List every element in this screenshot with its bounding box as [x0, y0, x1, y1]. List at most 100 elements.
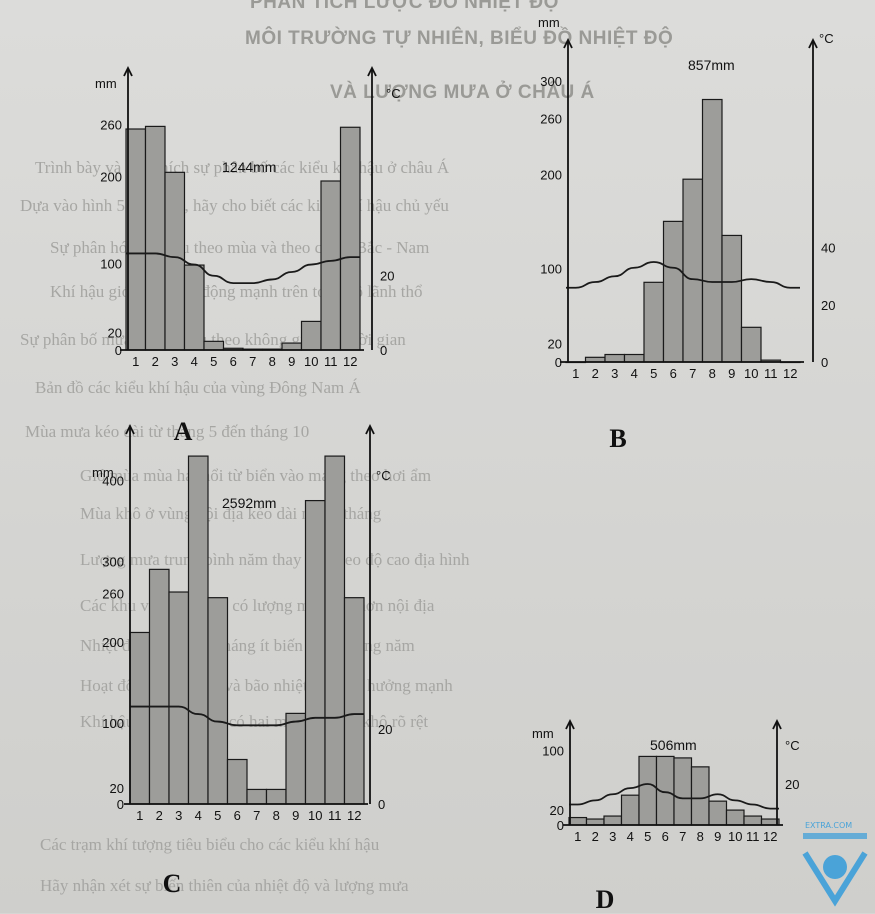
watermark-logo: EXTRA.COM — [799, 819, 871, 909]
month-label: 1 — [136, 808, 143, 823]
month-label: 6 — [670, 366, 677, 381]
temperature-line — [569, 783, 779, 810]
rain-tick-label: 0 — [115, 343, 122, 358]
rain-bar — [620, 794, 640, 826]
rain-bar — [285, 712, 307, 805]
month-label: 4 — [631, 366, 638, 381]
rain-bar — [246, 788, 268, 805]
month-label: 3 — [611, 366, 618, 381]
rain-tick-label: 100 — [102, 716, 124, 731]
rain-bar — [662, 220, 684, 363]
rain-tick-label: 0 — [117, 797, 124, 812]
rain-axis-arrow — [565, 718, 575, 730]
temp-unit-label: °C — [819, 31, 834, 46]
rain-bar — [568, 816, 588, 826]
month-label: 3 — [175, 808, 182, 823]
month-label: 12 — [783, 366, 797, 381]
month-label: 11 — [746, 829, 760, 844]
page-heading-2: VÀ LƯỢNG MƯA Ở CHÂU Á — [330, 82, 595, 103]
temp-axis-arrow — [772, 718, 782, 730]
rain-bar — [604, 353, 626, 363]
rain-bar — [623, 353, 645, 363]
month-label: 12 — [763, 829, 777, 844]
month-label: 6 — [234, 808, 241, 823]
month-label: 5 — [210, 354, 217, 369]
month-label: 10 — [308, 808, 322, 823]
rain-bar — [740, 326, 762, 363]
month-label: 7 — [249, 354, 256, 369]
rain-tick-label: 20 — [550, 803, 564, 818]
rain-bar — [168, 591, 190, 805]
month-label: 1 — [132, 354, 139, 369]
month-label: 2 — [152, 354, 159, 369]
temperature-line — [126, 252, 360, 285]
rain-tick-label: 260 — [540, 111, 562, 126]
rain-axis-arrow — [123, 65, 133, 77]
temp-tick-label: 20 — [821, 298, 835, 313]
bg-text-line: Bản đồ các kiểu khí hậu của vùng Đông Na… — [35, 378, 361, 397]
month-label: 7 — [679, 829, 686, 844]
temp-tick-label: 40 — [821, 241, 835, 256]
rain-unit-label: mm — [532, 726, 554, 741]
rain-tick-label: 0 — [557, 818, 564, 833]
rain-bar — [343, 597, 365, 805]
chart-letter-label: C — [163, 869, 182, 898]
rain-tick-label: 300 — [540, 74, 562, 89]
rain-bar — [339, 126, 361, 351]
month-label: 10 — [744, 366, 758, 381]
month-label: 2 — [592, 829, 599, 844]
month-label: 9 — [728, 366, 735, 381]
month-label: 9 — [288, 354, 295, 369]
rain-bar — [725, 809, 745, 826]
month-label: 6 — [230, 354, 237, 369]
rain-tick-label: 260 — [100, 118, 122, 133]
annual-total-label: 506mm — [650, 737, 697, 753]
month-label: 5 — [644, 829, 651, 844]
temp-unit-label: °C — [785, 738, 800, 753]
rain-bar — [164, 171, 186, 351]
rain-bar — [690, 766, 710, 826]
rain-tick-label: 200 — [540, 168, 562, 183]
rain-bar — [226, 758, 248, 805]
rain-bar — [129, 631, 151, 805]
rain-bar — [682, 178, 704, 363]
logo-shield-icon — [802, 833, 868, 907]
month-label: 7 — [253, 808, 260, 823]
annual-total-label: 857mm — [688, 57, 735, 73]
temp-tick-label: 0 — [378, 797, 385, 812]
month-label: 10 — [728, 829, 742, 844]
temp-tick-label: 20 — [380, 269, 394, 284]
month-label: 11 — [324, 354, 338, 369]
month-label: 12 — [343, 354, 357, 369]
bg-text-line: Lượng mưa trung bình năm thay đổi theo đ… — [80, 550, 470, 569]
month-label: 2 — [592, 366, 599, 381]
month-label: 6 — [662, 829, 669, 844]
rain-tick-label: 400 — [102, 473, 124, 488]
rain-bar — [638, 755, 658, 826]
bg-text-line: Mùa mưa kéo dài từ tháng 5 đến tháng 10 — [25, 422, 310, 441]
rain-tick-label: 100 — [100, 256, 122, 271]
rain-tick-label: 300 — [102, 554, 124, 569]
rain-bar — [603, 815, 623, 826]
rain-axis-arrow — [125, 423, 135, 435]
rain-bar — [701, 98, 723, 363]
rain-bar — [673, 757, 693, 826]
rain-bar — [304, 499, 326, 805]
rain-bar — [721, 234, 743, 363]
logo-text: EXTRA.COM — [805, 821, 853, 830]
rain-bar — [265, 788, 287, 805]
rain-bar — [148, 568, 170, 805]
temp-tick-label: 20 — [378, 722, 392, 737]
temperature-line — [130, 705, 364, 727]
month-label: 9 — [292, 808, 299, 823]
month-label: 8 — [709, 366, 716, 381]
month-label: 12 — [347, 808, 361, 823]
temp-tick-label: 20 — [785, 777, 799, 792]
rain-bar — [203, 340, 225, 351]
rain-bar — [183, 264, 205, 351]
month-label: 4 — [195, 808, 202, 823]
rain-axis-arrow — [563, 37, 573, 49]
